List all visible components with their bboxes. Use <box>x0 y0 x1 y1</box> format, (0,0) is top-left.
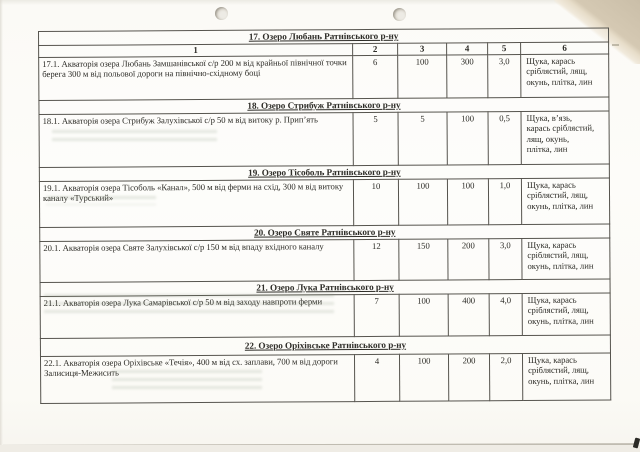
cell-fish-species: Щука, карась сріблястий, лящ, окунь, плі… <box>522 293 611 336</box>
cell-col2: 4 <box>354 354 400 402</box>
table-row: 17.1. Акваторія озера Любань Замшанівськ… <box>38 54 609 101</box>
column-number-2: 2 <box>352 43 398 56</box>
section-title: 22. Озеро Оріхівське Ратнівського р-ну <box>244 339 407 351</box>
table-row: 20.1. Акваторія озера Святе Залухівської… <box>39 238 611 283</box>
cell-col2: 5 <box>353 112 399 166</box>
cell-col5: 3,0 <box>488 238 523 280</box>
scan-speck <box>612 44 619 46</box>
cell-col2: 10 <box>353 179 399 226</box>
page-corner-fold <box>554 0 640 64</box>
scan-top-edge <box>0 0 640 5</box>
cell-col5: 0,5 <box>488 111 522 165</box>
column-number-3: 3 <box>397 43 447 56</box>
column-number-5: 5 <box>487 42 521 55</box>
section-title: 17. Озеро Любань Ратнівського р-ну <box>248 30 399 42</box>
cell-col5: 1,0 <box>488 178 522 225</box>
section-title: 21. Озеро Лука Ратнівського р-ну <box>256 281 394 293</box>
scan-bottom-band <box>0 445 640 452</box>
cell-description: 19.1. Акваторія озера Тісоболь «Канал», … <box>39 179 354 228</box>
cell-col3: 100 <box>399 353 449 402</box>
table-row: 18.1. Акваторія озера Стрибуж Залухівськ… <box>39 111 610 168</box>
cell-description: 18.1. Акваторія озера Стрибуж Залухівськ… <box>39 112 354 168</box>
cell-fish-species: Щука, в’язь, карась сріблястий, лящ, оку… <box>521 111 610 165</box>
cell-col4: 200 <box>448 353 490 401</box>
table-row: 22.1. Акваторія озера Оріхівське «Течія»… <box>40 353 611 404</box>
column-number-4: 4 <box>446 42 488 56</box>
punch-hole-left <box>215 7 228 20</box>
cell-col4: 300 <box>446 54 488 99</box>
table-row: 21.1. Акваторія озера Лука Самарівської … <box>40 293 611 339</box>
cell-col4: 400 <box>448 293 490 336</box>
cell-col4: 200 <box>447 238 490 280</box>
cell-col3: 100 <box>397 55 447 99</box>
cell-col4: 100 <box>447 178 489 226</box>
water-areas-table: 17. Озеро Любань Ратнівського р-ну 1 2 3… <box>38 28 611 404</box>
column-number-6: 6 <box>520 42 609 55</box>
cell-description: 20.1. Акваторія озера Святе Залухівської… <box>39 239 355 283</box>
scan-left-edge <box>0 0 3 452</box>
section-title: 19. Озеро Тісоболь Ратнівського р-ну <box>248 166 401 178</box>
cell-col5: 2,0 <box>489 353 523 401</box>
cell-col4: 100 <box>447 111 489 166</box>
cell-col2: 12 <box>353 239 400 281</box>
punch-hole-right <box>393 8 406 21</box>
cell-fish-species: Щука, карась сріблястий, лящ, окунь, плі… <box>521 238 611 280</box>
section-title: 18. Озеро Стрибуж Ратнівського р-ну <box>247 99 401 111</box>
cell-col3: 100 <box>398 179 448 226</box>
table-row: 19.1. Акваторія озера Тісоболь «Канал», … <box>39 178 610 228</box>
cell-fish-species: Щука, карась сріблястий, лящ, окунь, плі… <box>521 178 610 225</box>
cell-col2: 6 <box>352 55 398 99</box>
cell-col3: 5 <box>398 112 448 166</box>
cell-description: 22.1. Акваторія озера Оріхівське «Течія»… <box>40 354 355 404</box>
water-areas-table-wrap: 17. Озеро Любань Ратнівського р-ну 1 2 3… <box>38 28 611 404</box>
cell-fish-species: Щука, карась сріблястий, лящ, окунь, плі… <box>522 353 611 401</box>
cell-description: 17.1. Акваторія озера Любань Замшанівськ… <box>38 55 353 101</box>
cell-col3: 150 <box>398 239 449 281</box>
cell-col5: 3,0 <box>487 54 521 98</box>
cell-col5: 4,0 <box>489 293 523 336</box>
cell-fish-species: Щука, карась сріблястий, лящ, окунь, плі… <box>520 54 609 98</box>
cell-col3: 100 <box>399 293 449 337</box>
section-title: 20. Озеро Святе Ратнівського р-ну <box>254 226 396 238</box>
cell-description: 21.1. Акваторія озера Лука Самарівської … <box>40 294 355 339</box>
cell-col2: 7 <box>354 294 400 337</box>
